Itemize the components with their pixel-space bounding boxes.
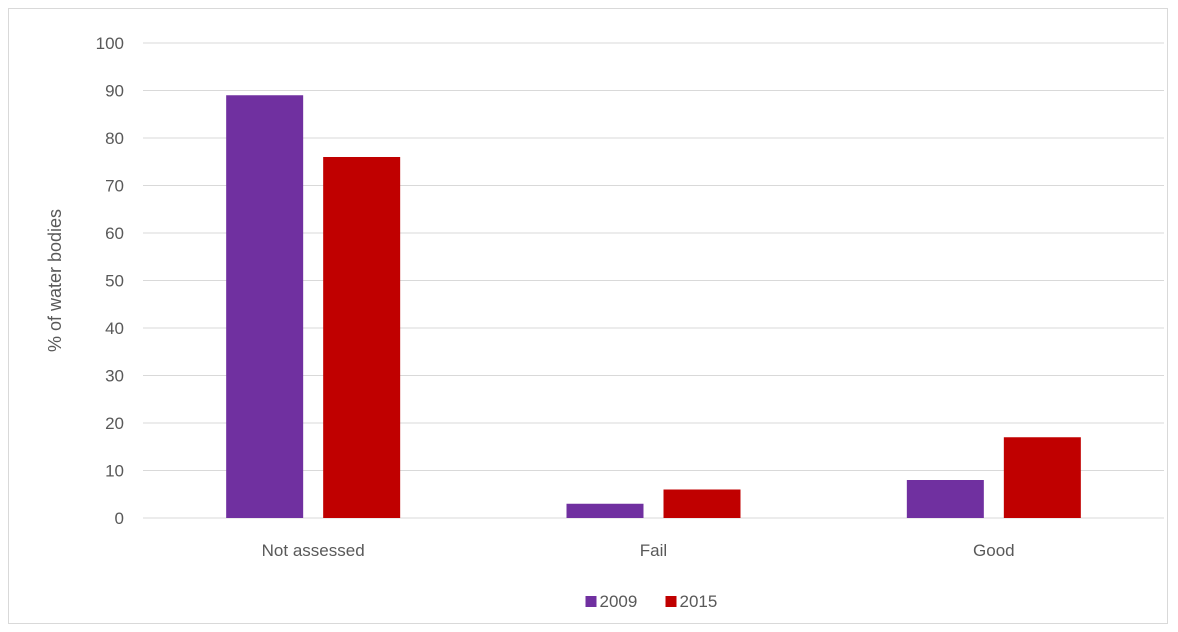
bars (226, 95, 1081, 518)
y-tick-label: 60 (105, 224, 124, 243)
y-tick-label: 80 (105, 129, 124, 148)
legend: 2009 2015 (585, 592, 718, 611)
y-tick-label: 20 (105, 414, 124, 433)
y-tick-label: 70 (105, 177, 124, 196)
gridlines (143, 42, 1164, 519)
y-tick-label: 0 (115, 509, 124, 528)
x-tick-label: Good (973, 541, 1015, 560)
legend-label-2015: 2015 (680, 592, 718, 611)
y-tick-label: 40 (105, 319, 124, 338)
x-tick-label: Not assessed (262, 541, 365, 560)
y-tick-label: 90 (105, 82, 124, 101)
bar-2015-fail (663, 489, 741, 518)
bar-2015-good (1003, 437, 1081, 518)
bar-2015-not-assessed (323, 157, 401, 518)
legend-label-2009: 2009 (600, 592, 638, 611)
x-axis-ticks: Not assessed Fail Good (262, 541, 1015, 560)
bar-2009-not-assessed (226, 95, 304, 518)
x-tick-label: Fail (640, 541, 667, 560)
bar-chart: 0 10 20 30 40 50 60 70 80 90 100 % of water bodies… (45, 34, 1164, 611)
y-tick-label: 100 (96, 34, 124, 53)
chart-container: 0 10 20 30 40 50 60 70 80 90 100 % of water bodies… (8, 8, 1168, 624)
y-axis-ticks: 0 10 20 30 40 50 60 70 80 90 100 (96, 34, 124, 528)
y-axis-title: % of water bodies (45, 209, 65, 352)
legend-swatch-2015 (665, 596, 677, 607)
bar-2009-good (906, 480, 984, 518)
y-tick-label: 50 (105, 272, 124, 291)
bar-2009-fail (566, 503, 644, 518)
y-tick-label: 10 (105, 462, 124, 481)
y-tick-label: 30 (105, 367, 124, 386)
legend-swatch-2009 (585, 596, 597, 607)
